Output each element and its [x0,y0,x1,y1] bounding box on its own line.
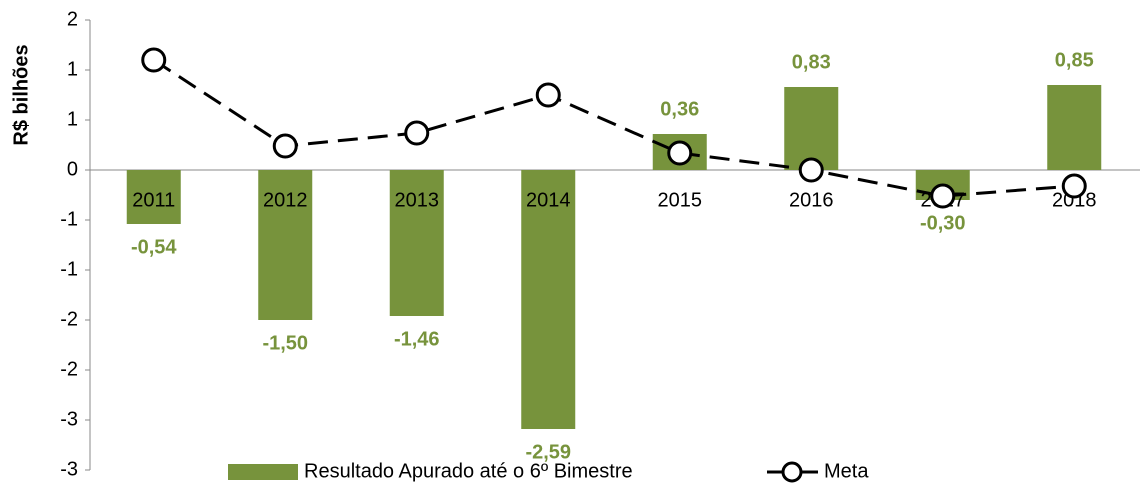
meta-point [1061,173,1087,199]
bar [521,170,576,429]
y-tick-label: -1 [60,208,78,230]
meta-point [798,157,824,183]
y-tick-label: -3 [60,458,78,480]
meta-point [930,183,956,209]
value-label: -1,46 [394,328,440,350]
meta-point [272,133,298,159]
value-label: 0,85 [1055,49,1094,71]
y-tick-label: -3 [60,408,78,430]
bar [389,170,444,316]
x-tick-label: 2014 [526,189,571,211]
x-tick-label: 2013 [395,189,440,211]
x-tick-label: 2015 [658,189,703,211]
bar [258,170,313,320]
value-label: 0,36 [660,98,699,120]
x-tick-label: 2011 [132,189,175,211]
legend-marker [781,461,803,483]
y-tick-label: 2 [67,8,78,30]
x-tick-label: 2018 [1052,189,1097,211]
bar [126,170,181,224]
bar [784,87,839,170]
y-tick-label: 1 [67,108,78,130]
y-axis-title: R$ bilhões [10,44,32,145]
legend-label: Meta [824,460,869,482]
y-tick-label: -1 [60,258,78,280]
meta-point [535,82,561,108]
value-label: -0,30 [920,212,966,234]
y-tick-label: 0 [67,158,78,180]
value-label: -0,54 [131,236,177,258]
meta-point [141,47,167,73]
value-label: 0,83 [792,51,831,73]
meta-point [404,120,430,146]
bar [1047,85,1102,170]
legend-swatch [228,464,298,480]
x-tick-label: 2012 [263,189,308,211]
meta-line [152,58,1075,198]
x-tick-label: 2016 [789,189,834,211]
y-tick-label: -2 [60,308,78,330]
legend-label: Resultado Apurado até o 6º Bimestre [304,460,633,482]
value-label: -1,50 [262,332,308,354]
y-tick-label: 1 [67,58,78,80]
value-label: -2,59 [525,441,571,463]
y-tick-label: -2 [60,358,78,380]
meta-point [667,140,693,166]
